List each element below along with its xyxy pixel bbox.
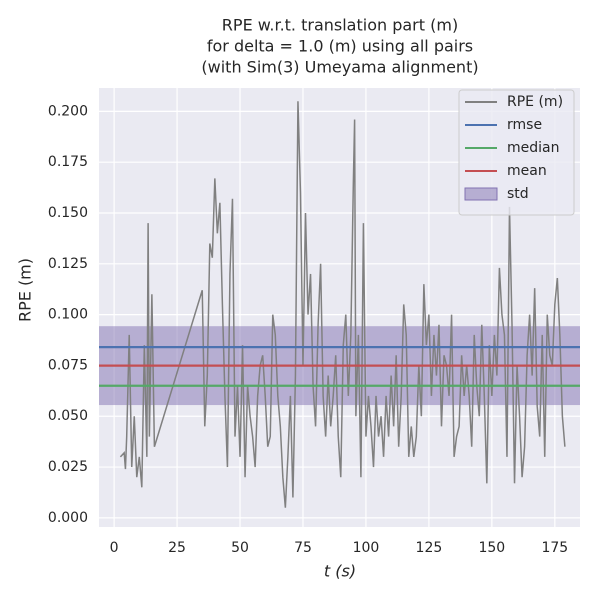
- y-tick-label: 0.175: [48, 154, 88, 170]
- legend-swatch: [464, 187, 498, 201]
- x-tick-label: 150: [478, 540, 505, 556]
- chart-title: for delta = 1.0 (m) using all pairs: [207, 37, 473, 56]
- y-tick-label: 0.075: [48, 357, 88, 373]
- legend-label: RPE (m): [507, 94, 563, 110]
- legend-label: median: [507, 140, 559, 156]
- legend-label: std: [507, 186, 529, 202]
- y-tick-label: 0.200: [48, 103, 88, 119]
- y-tick-label: 0.125: [48, 256, 88, 272]
- plot: [99, 101, 580, 508]
- y-tick-label: 0.050: [48, 408, 88, 424]
- y-tick-label: 0.100: [48, 307, 88, 323]
- legend: RPE (m) rmse median mean std: [458, 89, 575, 216]
- x-tick-label: 50: [231, 540, 249, 556]
- x-tick-label: 100: [353, 540, 380, 556]
- legend-box: [458, 89, 575, 216]
- x-tick-label: 75: [294, 540, 312, 556]
- y-axis-label: RPE (m): [16, 258, 35, 322]
- x-tick-label: 125: [416, 540, 443, 556]
- chart-title: (with Sim(3) Umeyama alignment): [201, 58, 478, 77]
- x-tick-label: 0: [110, 540, 119, 556]
- x-tick-label: 175: [541, 540, 568, 556]
- x-axis-label: t (s): [324, 562, 356, 581]
- y-tick-label: 0.000: [48, 510, 88, 526]
- y-tick-label: 0.025: [48, 459, 88, 475]
- legend-label: mean: [507, 163, 547, 179]
- legend-label: rmse: [507, 117, 542, 133]
- chart-title: RPE w.r.t. translation part (m): [222, 16, 458, 35]
- x-tick-label: 25: [168, 540, 186, 556]
- y-tick-label: 0.150: [48, 205, 88, 221]
- data-line: [119, 101, 566, 508]
